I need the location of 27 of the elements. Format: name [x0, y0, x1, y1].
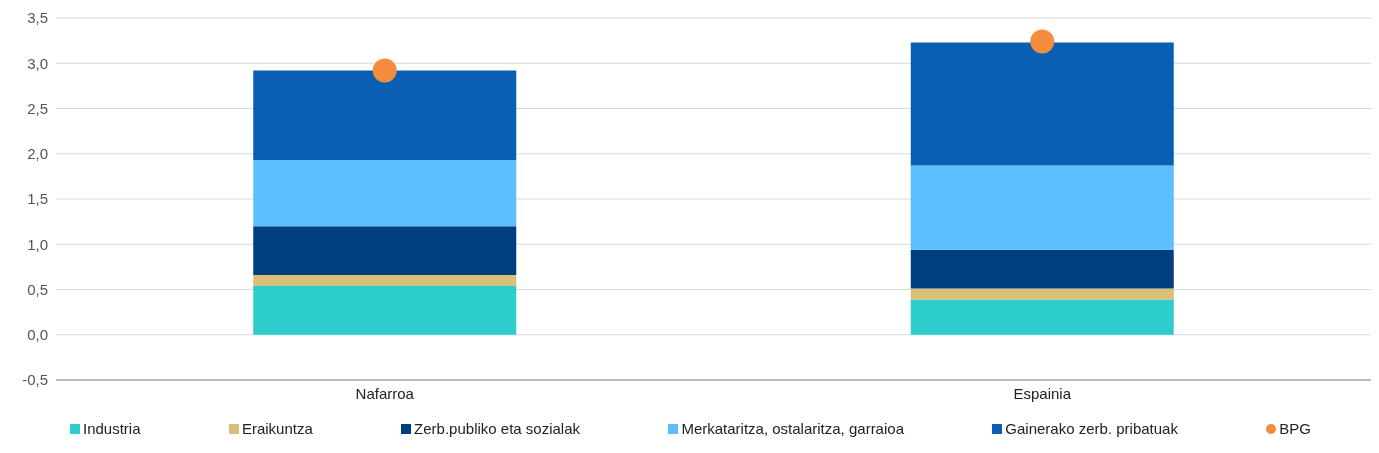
bar [910, 42, 1174, 166]
legend-label: Eraikuntza [241, 420, 313, 437]
legend-label: BPG [1279, 420, 1311, 437]
bar [910, 288, 1174, 300]
y-tick-label: 2,0 [27, 145, 48, 163]
legend-label: Zerb.publiko eta sozialak [414, 420, 581, 437]
legend-label: Merkataritza, ostalaritza, garraioa [681, 420, 904, 437]
legend-label: Gainerako zerb. pribatuak [1005, 420, 1178, 437]
x-tick-label: Espainia [1013, 384, 1072, 402]
y-tick-label: 3,5 [27, 9, 48, 27]
y-tick-label: 1,5 [27, 190, 48, 208]
bar [253, 226, 517, 276]
y-tick-label: 0,5 [27, 280, 48, 298]
bar [910, 249, 1174, 289]
y-tick-label: 0,0 [27, 326, 48, 344]
bar [910, 165, 1174, 250]
y-tick-label: 2,5 [27, 99, 48, 117]
bar [910, 299, 1174, 335]
bar [253, 275, 517, 286]
bar [253, 70, 517, 161]
y-tick-label: 3,0 [27, 54, 48, 72]
y-tick-label: -0,5 [22, 371, 48, 389]
legend-label: Industria [83, 420, 141, 437]
bar [253, 285, 517, 335]
bar [253, 160, 517, 227]
x-tick-label: Nafarroa [355, 384, 415, 402]
y-tick-label: 1,0 [27, 235, 48, 253]
